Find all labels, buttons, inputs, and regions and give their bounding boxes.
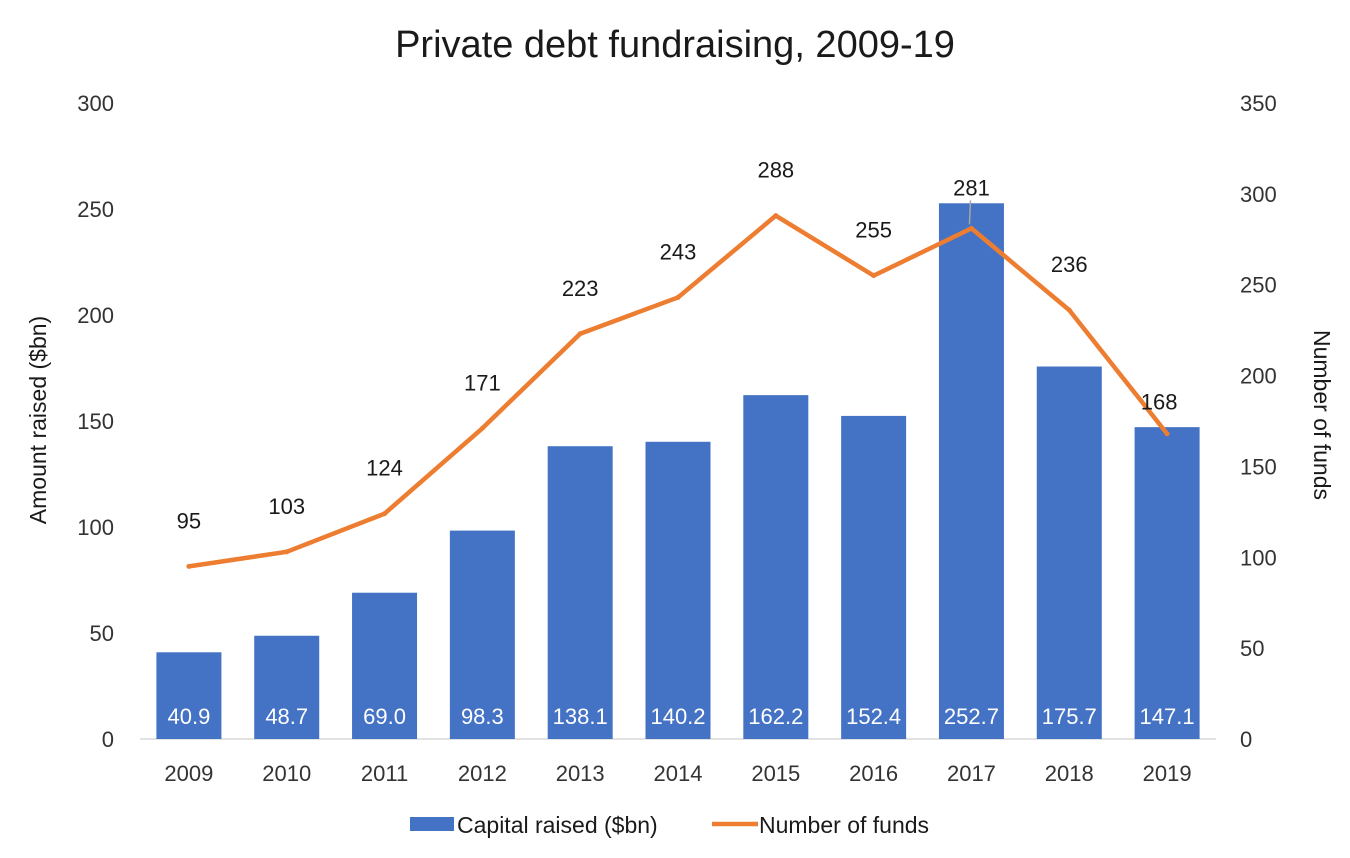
y-right-tick-label: 100 xyxy=(1240,545,1277,570)
bar xyxy=(547,446,613,739)
bar-data-labels: 40.9 48.7 69.0 98.3 138.1 140.2 162.2 152.4 252.… xyxy=(167,704,1194,729)
y-right-tick-label: 200 xyxy=(1240,364,1277,389)
x-tick-label: 2014 xyxy=(654,761,703,786)
y-axis-left: 0 50 100 150 200 250 300 xyxy=(77,91,114,752)
chart-title: Private debt fundraising, 2009-19 xyxy=(395,24,955,66)
bar xyxy=(1036,366,1102,739)
legend-bar-swatch xyxy=(410,817,454,831)
line-value-label: 124 xyxy=(366,456,403,481)
y-right-tick-label: 50 xyxy=(1240,636,1264,661)
bar-value-label: 140.2 xyxy=(650,704,705,729)
y-right-tick-label: 350 xyxy=(1240,91,1277,116)
y-left-tick-label: 0 xyxy=(102,727,114,752)
bar-value-label: 152.4 xyxy=(846,704,901,729)
y-left-tick-label: 150 xyxy=(77,409,114,434)
y-axis-left-label: Amount raised ($bn) xyxy=(25,316,51,524)
line-value-label: 168 xyxy=(1141,390,1178,415)
bar xyxy=(449,530,515,739)
line-value-label: 281 xyxy=(953,175,990,200)
x-tick-label: 2009 xyxy=(164,761,213,786)
y-left-tick-label: 300 xyxy=(77,91,114,116)
line-point xyxy=(1164,431,1170,437)
legend-bar-label: Capital raised ($bn) xyxy=(457,812,658,838)
x-tick-label: 2010 xyxy=(262,761,311,786)
line-point xyxy=(284,549,290,555)
line-point xyxy=(1066,307,1072,313)
bar xyxy=(156,652,222,739)
bar-value-label: 69.0 xyxy=(363,704,406,729)
legend: Capital raised ($bn) Number of funds xyxy=(410,812,929,838)
line-value-label: 288 xyxy=(757,158,794,183)
x-tick-label: 2012 xyxy=(458,761,507,786)
x-tick-label: 2015 xyxy=(751,761,800,786)
line-point xyxy=(382,511,388,517)
bar xyxy=(938,203,1004,739)
x-tick-label: 2013 xyxy=(556,761,605,786)
x-tick-label: 2018 xyxy=(1045,761,1094,786)
y-left-tick-label: 50 xyxy=(90,621,114,646)
line-value-label: 171 xyxy=(464,370,501,395)
line-point xyxy=(479,425,485,431)
line-value-label: 223 xyxy=(562,276,599,301)
bar xyxy=(841,415,907,739)
bar-value-label: 162.2 xyxy=(748,704,803,729)
y-axis-right-label: Number of funds xyxy=(1309,330,1335,500)
bar xyxy=(352,592,418,739)
x-tick-label: 2011 xyxy=(361,761,408,786)
line-value-label: 255 xyxy=(855,218,892,243)
bar-value-label: 98.3 xyxy=(461,704,504,729)
x-tick-label: 2019 xyxy=(1143,761,1192,786)
y-left-tick-label: 200 xyxy=(77,303,114,328)
bar xyxy=(254,635,320,739)
legend-line-label: Number of funds xyxy=(759,812,929,838)
x-tick-label: 2017 xyxy=(947,761,996,786)
line-series xyxy=(186,213,1170,569)
bar-value-label: 175.7 xyxy=(1042,704,1097,729)
y-left-tick-label: 250 xyxy=(77,197,114,222)
line-value-label: 236 xyxy=(1051,252,1088,277)
line-point xyxy=(871,273,877,279)
x-tick-label: 2016 xyxy=(849,761,898,786)
y-right-tick-label: 150 xyxy=(1240,454,1277,479)
line-value-label: 103 xyxy=(268,494,305,519)
bar xyxy=(743,395,809,739)
bar-value-label: 40.9 xyxy=(167,704,210,729)
bar-value-label: 138.1 xyxy=(553,704,608,729)
bar-value-label: 48.7 xyxy=(265,704,308,729)
line-value-label: 95 xyxy=(177,508,201,533)
line-point xyxy=(186,563,192,569)
y-right-tick-label: 250 xyxy=(1240,273,1277,298)
y-right-tick-label: 300 xyxy=(1240,182,1277,207)
y-right-tick-label: 0 xyxy=(1240,727,1252,752)
line-label-leader xyxy=(968,200,972,225)
bar-value-label: 147.1 xyxy=(1140,704,1195,729)
line-data-labels: 95 103 124 171 223 243 288 255 281 236 168 xyxy=(177,158,1178,534)
bar xyxy=(1134,427,1200,739)
bar-series xyxy=(156,203,1200,739)
line-point xyxy=(675,294,681,300)
line-point xyxy=(577,331,583,337)
x-axis-ticks: 2009 2010 2011 2012 2013 2014 2015 2016 2017 2018… xyxy=(164,761,1191,786)
line-point xyxy=(968,225,974,231)
line-value-label: 243 xyxy=(660,239,697,264)
y-axis-right: 0 50 100 150 200 250 300 350 xyxy=(1240,91,1277,752)
bar-value-label: 252.7 xyxy=(944,704,999,729)
line-point xyxy=(773,213,779,219)
bar xyxy=(645,441,711,739)
y-left-tick-label: 100 xyxy=(77,515,114,540)
